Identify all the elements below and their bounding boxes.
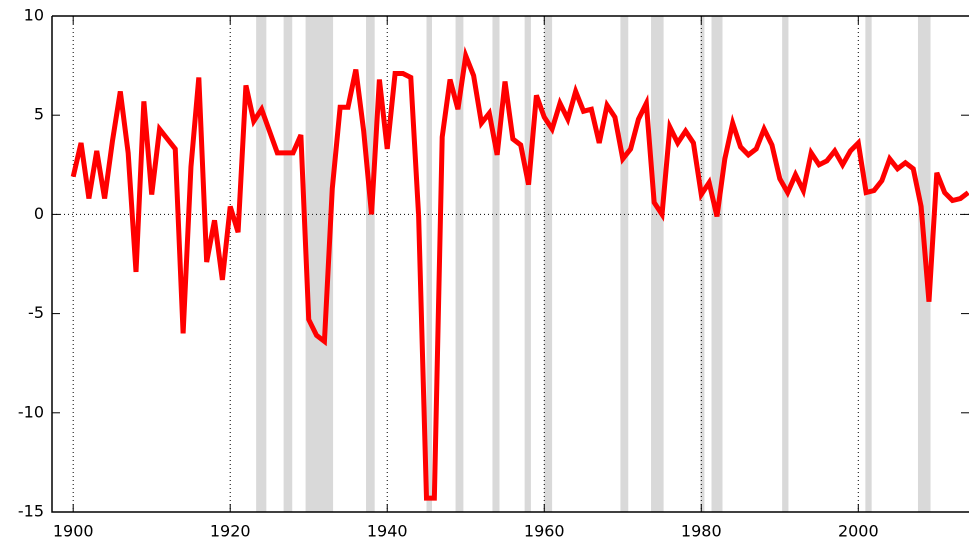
recession-band: [366, 16, 375, 512]
axes-frame: [51, 15, 969, 513]
x-tick-label: 2000: [838, 522, 879, 541]
recession-band: [256, 16, 267, 512]
recession-band: [711, 16, 723, 512]
recession-band: [620, 16, 629, 512]
x-tick-label: 1940: [367, 522, 408, 541]
x-tick-label: 1980: [681, 522, 722, 541]
recession-band: [524, 16, 531, 512]
y-tick-label: -10: [18, 402, 44, 421]
recession-band: [865, 16, 872, 512]
y-tick-label: 0: [34, 204, 44, 223]
recession-band: [651, 16, 664, 512]
recession-band: [426, 16, 432, 512]
x-tick-label: 1920: [210, 522, 251, 541]
y-tick-label: -5: [28, 303, 44, 322]
y-tick-label: 5: [34, 105, 44, 124]
recession-band: [782, 16, 789, 512]
y-tick-label: 10: [24, 6, 44, 25]
x-tick-label: 1960: [524, 522, 565, 541]
data-line: [70, 46, 969, 501]
recession-band: [283, 16, 293, 512]
recession-band: [455, 16, 464, 512]
recession-band: [544, 16, 553, 512]
recession-band: [492, 16, 500, 512]
y-tick-label: -15: [18, 502, 44, 521]
x-tick-label: 1900: [53, 522, 94, 541]
recession-band: [700, 16, 705, 512]
